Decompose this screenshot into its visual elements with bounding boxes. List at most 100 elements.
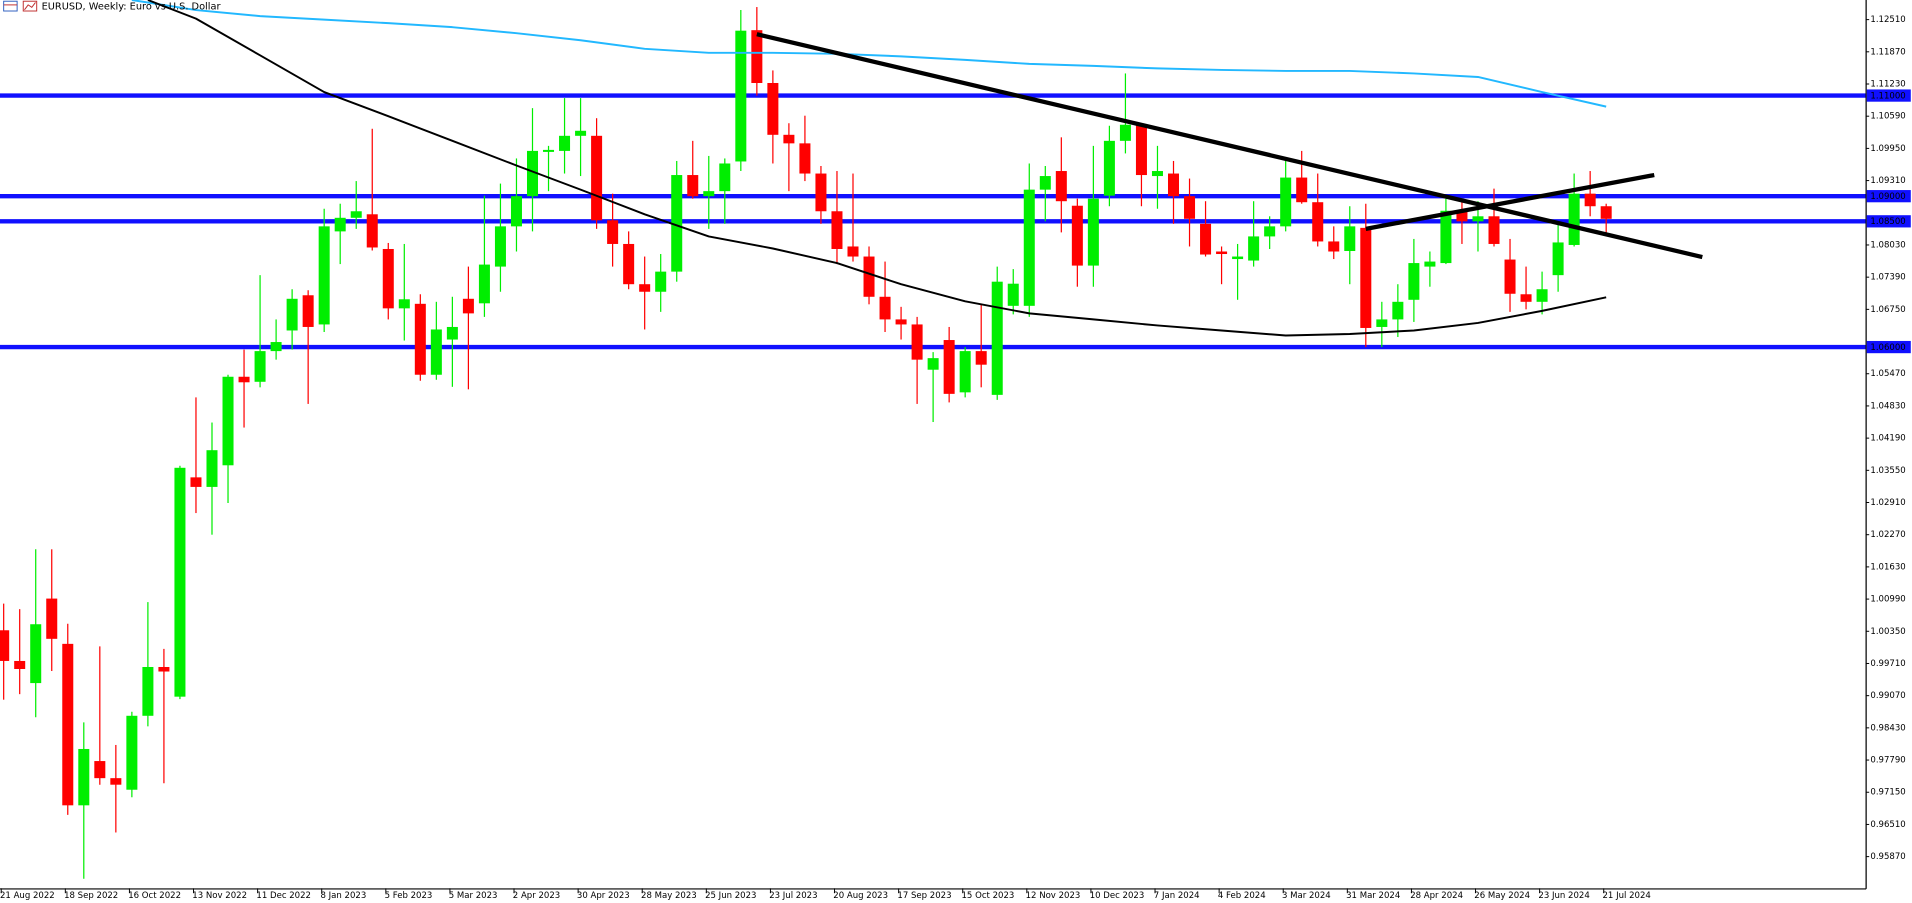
candle-body (1264, 226, 1276, 237)
candle-body (1200, 223, 1212, 255)
candle-body (671, 175, 683, 272)
candle-body (1568, 193, 1580, 245)
candle-body (462, 298, 474, 314)
y-tick-label: 1.04190 (1870, 434, 1905, 444)
candle-body (1344, 226, 1356, 252)
candle-body (959, 351, 971, 393)
candle-body (911, 324, 923, 360)
candle-body (1296, 177, 1308, 203)
x-tick-label: 21 Aug 2022 (0, 891, 55, 901)
candle-body (510, 196, 522, 227)
candle-body (1055, 171, 1067, 202)
candle-body (1408, 263, 1420, 300)
trend-line (1365, 172, 1655, 231)
candle-body (607, 220, 619, 244)
candle-body (1248, 236, 1260, 261)
candle-body (1280, 177, 1292, 227)
candle-body (783, 134, 795, 144)
x-tick-label: 4 Feb 2024 (1218, 891, 1266, 901)
candle-body (366, 214, 378, 248)
candle-body (1440, 210, 1452, 264)
candle-body (1216, 251, 1228, 255)
moving-average (147, 0, 1607, 337)
x-tick-label: 21 Jul 2024 (1603, 891, 1651, 901)
candle-body (1424, 261, 1436, 267)
candle-body (14, 660, 26, 670)
candle-body (1312, 202, 1324, 242)
candle-body (494, 226, 506, 267)
y-tick-label: 0.97790 (1870, 756, 1905, 766)
y-tick-label: 1.03550 (1870, 466, 1905, 476)
x-tick-label: 13 Nov 2022 (192, 891, 247, 901)
candle-body (446, 326, 458, 340)
candle-body (126, 715, 138, 790)
candle-body (142, 666, 154, 716)
candle-body (350, 211, 362, 218)
y-tick-label: 1.01630 (1870, 562, 1905, 572)
candle-body (991, 281, 1003, 395)
candle-body (943, 340, 955, 394)
level-label: 1.09000 (1870, 192, 1905, 202)
candle-body (78, 748, 90, 806)
y-tick-label: 1.09310 (1870, 176, 1905, 186)
y-tick-label: 1.05470 (1870, 369, 1905, 379)
candle-body (46, 598, 58, 639)
candle-body (799, 143, 811, 174)
candle-body (398, 299, 410, 309)
candle-body (927, 358, 939, 370)
candle-body (1071, 205, 1083, 266)
x-tick-label: 25 Jun 2023 (705, 891, 756, 901)
candle-body (270, 342, 282, 352)
candle-body (831, 211, 843, 249)
chart-title: EURUSD, Weekly: Euro vs U.S. Dollar (42, 2, 222, 13)
x-tick-label: 3 Mar 2024 (1282, 891, 1331, 901)
candle-body (591, 135, 603, 221)
x-tick-label: 5 Feb 2023 (385, 891, 433, 901)
x-tick-label: 5 Mar 2023 (449, 891, 498, 901)
candle-body (0, 630, 10, 661)
x-tick-label: 11 Dec 2022 (256, 891, 311, 901)
x-tick-label: 23 Jul 2023 (769, 891, 817, 901)
x-tick-label: 18 Sep 2022 (64, 891, 118, 901)
candle-body (895, 319, 907, 325)
candle-body (334, 217, 346, 232)
candle-body (1103, 140, 1115, 196)
candle-body (1584, 193, 1596, 207)
candle-body (575, 130, 587, 136)
candle-body (30, 624, 42, 684)
y-tick-label: 1.04830 (1870, 401, 1905, 411)
candle-body (1376, 319, 1388, 327)
candle-body (1472, 216, 1484, 222)
candle-body (1023, 189, 1035, 306)
candle-body (1184, 196, 1196, 219)
x-tick-label: 10 Dec 2023 (1090, 891, 1145, 901)
candle-body (1456, 210, 1468, 222)
x-tick-label: 2 Apr 2023 (513, 891, 560, 901)
candle-body (414, 303, 426, 375)
y-tick-label: 1.07390 (1870, 273, 1905, 283)
candle-body (1135, 124, 1147, 176)
x-tick-label: 7 Jan 2024 (1154, 891, 1200, 901)
y-tick-label: 0.96510 (1870, 820, 1905, 830)
icon (3, 0, 18, 12)
candle-body (1488, 216, 1500, 244)
level-label-box (1866, 340, 1911, 354)
x-tick-label: 12 Nov 2023 (1026, 891, 1081, 901)
level-label: 1.08500 (1870, 217, 1905, 227)
x-tick-label: 28 Apr 2024 (1410, 891, 1463, 901)
level-label: 1.11000 (1870, 91, 1905, 101)
candle-body (1151, 171, 1163, 177)
y-tick-label: 0.97150 (1870, 788, 1905, 798)
x-tick-label: 8 Jan 2023 (321, 891, 367, 901)
candle-body (703, 191, 715, 197)
candle-body (1232, 256, 1244, 260)
candle-body (1039, 176, 1051, 190)
candle-body (1167, 173, 1180, 197)
level-label-box (1866, 215, 1911, 228)
candle-body (286, 298, 298, 331)
candle-body (382, 248, 394, 309)
y-tick-label: 1.11230 (1870, 80, 1905, 90)
